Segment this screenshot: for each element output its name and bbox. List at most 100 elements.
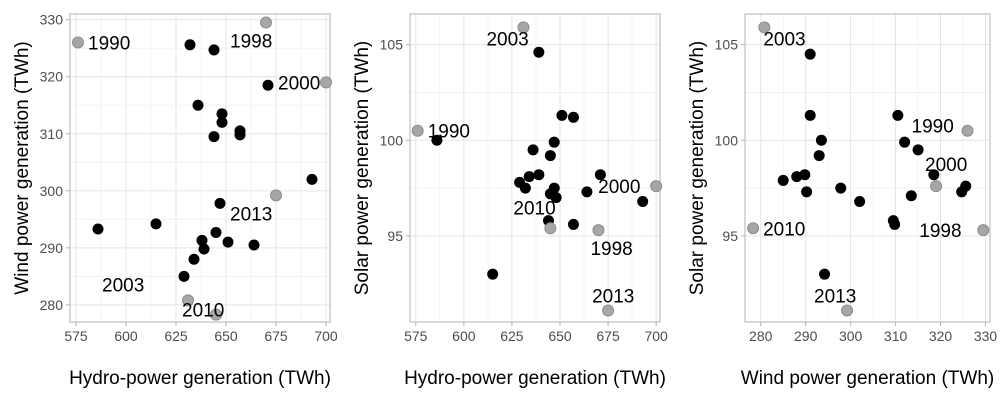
x-tick-label: 625: [164, 328, 188, 344]
x-tick-label: 320: [929, 328, 953, 344]
data-point: [556, 109, 568, 121]
data-point: [581, 186, 593, 198]
y-tick-label: 280: [40, 297, 64, 313]
data-point: [527, 144, 539, 156]
data-point: [222, 236, 234, 248]
data-point: [813, 150, 825, 162]
y-tick-label: 290: [40, 240, 64, 256]
point-label-1998: 1998: [919, 221, 961, 242]
data-point: [548, 182, 560, 194]
highlighted-data-point: [411, 124, 424, 137]
y-axis-title: Wind power generation (TWh): [12, 41, 33, 294]
point-label-1990: 1990: [428, 122, 470, 143]
data-point: [777, 174, 789, 186]
x-tick-label: 700: [314, 328, 338, 344]
data-point: [594, 169, 606, 181]
x-tick-label: 600: [452, 328, 476, 344]
highlighted-data-point: [517, 21, 530, 34]
point-label-2010: 2010: [513, 198, 555, 219]
data-point: [198, 243, 210, 255]
chart-panel-1: 575 600 625 650 675 700 280 290 300 310 320 330 Hydr…: [12, 12, 338, 389]
x-axis-title: Hydro-power generation (TWh): [69, 368, 331, 389]
point-label-2003: 2003: [486, 29, 528, 50]
y-axis-title: Solar power generation (TWh): [352, 41, 373, 296]
y-tick-label: 100: [715, 132, 739, 148]
data-point: [567, 111, 579, 123]
data-point: [905, 190, 917, 202]
data-point: [533, 46, 545, 58]
plot-background: [745, 14, 990, 322]
point-label-2000: 2000: [598, 177, 640, 198]
highlighted-data-point: [182, 294, 194, 307]
point-label-2003: 2003: [763, 29, 805, 50]
y-tick-label: 310: [40, 126, 64, 142]
point-label-2013: 2013: [592, 287, 634, 308]
y-tick-label: 95: [722, 228, 738, 244]
highlighted-data-point: [961, 124, 974, 137]
highlighted-data-point: [602, 304, 615, 317]
x-tick-label: 700: [644, 328, 668, 344]
data-point: [234, 129, 246, 141]
point-label-2013: 2013: [230, 204, 272, 225]
x-tick-label: 300: [839, 328, 863, 344]
point-label-1998: 1998: [590, 239, 632, 260]
data-point: [248, 239, 260, 251]
point-label-1990: 1990: [912, 117, 954, 138]
data-point: [804, 109, 816, 121]
data-point: [548, 136, 560, 148]
data-point: [184, 39, 196, 51]
panel-border: [409, 13, 661, 323]
point-label-2010: 2010: [763, 219, 805, 240]
data-point: [533, 169, 545, 181]
point-label-1990: 1990: [88, 34, 130, 55]
highlighted-data-point: [260, 16, 272, 29]
plot-background: [410, 14, 660, 322]
highlighted-data-point: [72, 36, 84, 49]
chart-panel-2: 575 600 625 650 675 700 95 100 105 Hydro-power ge…: [352, 13, 668, 389]
highlighted-data-point: [270, 189, 282, 202]
data-point: [899, 136, 911, 148]
data-point: [889, 218, 901, 230]
data-point: [892, 109, 904, 121]
data-point: [487, 268, 499, 280]
data-point: [216, 116, 228, 128]
data-point: [92, 223, 104, 235]
y-tick-label: 95: [387, 228, 403, 244]
point-label-2003: 2003: [102, 275, 144, 296]
data-point: [196, 234, 208, 246]
data-point: [928, 169, 940, 181]
data-point: [550, 192, 562, 204]
y-tick-label: 105: [380, 37, 404, 53]
x-tick-label: 575: [404, 328, 428, 344]
highlighted-data-point: [592, 224, 605, 237]
data-point: [637, 195, 649, 207]
x-tick-label: 290: [794, 328, 818, 344]
data-point: [178, 270, 190, 282]
data-point: [431, 134, 443, 146]
y-tick-label: 100: [380, 132, 404, 148]
data-point: [519, 182, 531, 194]
data-point: [208, 131, 220, 143]
highlighted-data-point: [930, 180, 943, 193]
x-tick-label: 310: [884, 328, 908, 344]
y-tick-label: 330: [40, 12, 64, 28]
panel-border: [69, 13, 331, 323]
y-tick-label: 105: [715, 37, 739, 53]
panel-border: [744, 13, 991, 323]
data-point: [216, 108, 228, 120]
data-point: [799, 169, 811, 181]
x-tick-label: 330: [974, 328, 998, 344]
data-point: [960, 180, 972, 192]
x-tick-label: 650: [548, 328, 572, 344]
x-tick-label: 280: [749, 328, 773, 344]
data-point: [306, 173, 318, 185]
data-point: [912, 144, 924, 156]
y-tick-label: 300: [40, 183, 64, 199]
data-point: [214, 197, 226, 209]
highlighted-data-point: [747, 222, 760, 235]
x-tick-label: 675: [596, 328, 620, 344]
data-point: [210, 226, 222, 238]
x-tick-label: 625: [500, 328, 524, 344]
data-point: [835, 182, 847, 194]
